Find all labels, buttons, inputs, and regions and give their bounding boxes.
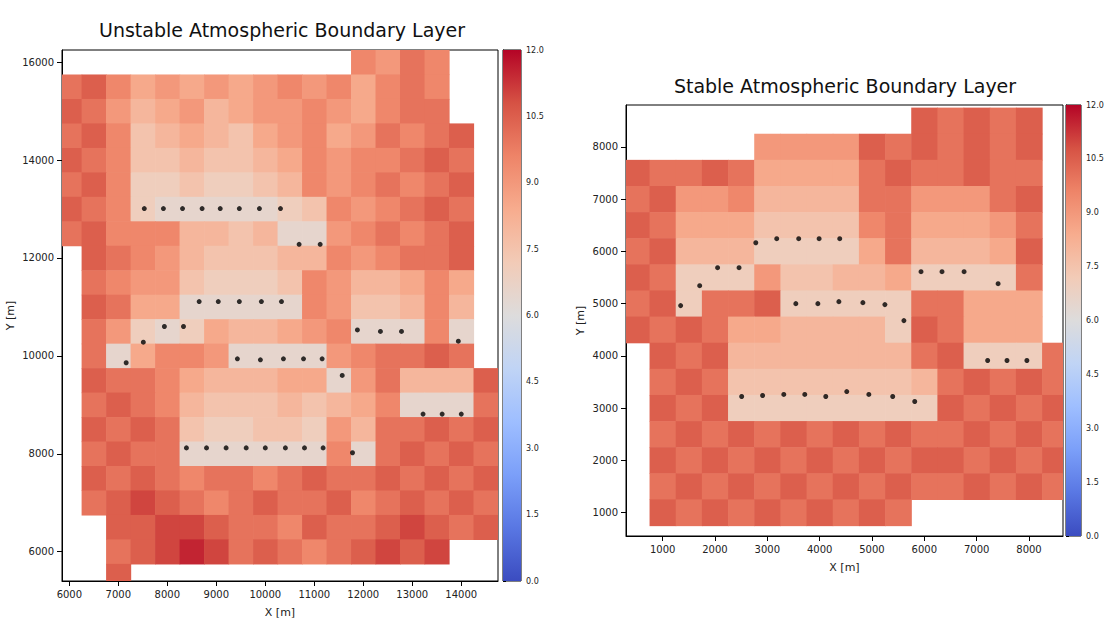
svg-text:16000: 16000 [22,57,54,68]
svg-text:8000: 8000 [29,448,54,459]
svg-text:10.5: 10.5 [526,112,544,121]
svg-text:11000: 11000 [298,589,330,600]
svg-text:8000: 8000 [155,589,180,600]
svg-text:6.0: 6.0 [526,311,539,320]
svg-text:7.5: 7.5 [1086,262,1099,271]
svg-text:3000: 3000 [593,403,618,414]
svg-text:10.5: 10.5 [1086,154,1104,163]
svg-text:1.5: 1.5 [526,510,539,519]
svg-text:4.5: 4.5 [1086,370,1099,379]
svg-text:13000: 13000 [396,589,428,600]
svg-text:6000: 6000 [57,589,82,600]
svg-text:2000: 2000 [593,455,618,466]
svg-text:9.0: 9.0 [526,178,539,187]
svg-text:6.0: 6.0 [1086,316,1099,325]
svg-text:7.5: 7.5 [526,245,539,254]
svg-text:8000: 8000 [593,141,618,152]
svg-text:1000: 1000 [650,544,675,555]
svg-text:4000: 4000 [807,544,832,555]
svg-text:10000: 10000 [22,350,54,361]
svg-text:X [m]: X [m] [265,606,295,619]
svg-text:4000: 4000 [593,350,618,361]
svg-text:7000: 7000 [964,544,989,555]
svg-text:0.0: 0.0 [1086,532,1099,541]
svg-text:5000: 5000 [593,298,618,309]
svg-text:3.0: 3.0 [526,444,539,453]
svg-text:2000: 2000 [702,544,727,555]
svg-text:8000: 8000 [1016,544,1041,555]
svg-text:7000: 7000 [593,194,618,205]
svg-text:Y [m]: Y [m] [4,301,17,332]
svg-text:12000: 12000 [347,589,379,600]
svg-text:6000: 6000 [912,544,937,555]
svg-text:14000: 14000 [22,155,54,166]
svg-text:7000: 7000 [106,589,131,600]
svg-text:Y [m]: Y [m] [574,306,587,337]
svg-text:3.0: 3.0 [1086,424,1099,433]
svg-text:X [m]: X [m] [829,561,859,574]
svg-text:3000: 3000 [755,544,780,555]
svg-text:12.0: 12.0 [1086,101,1104,110]
svg-text:9000: 9000 [204,589,229,600]
svg-text:Stable Atmospheric Boundary La: Stable Atmospheric Boundary Layer [674,75,1016,97]
svg-text:6000: 6000 [29,546,54,557]
svg-text:6000: 6000 [593,246,618,257]
svg-text:5000: 5000 [859,544,884,555]
svg-text:1000: 1000 [593,507,618,518]
svg-text:12000: 12000 [22,252,54,263]
svg-text:4.5: 4.5 [526,377,539,386]
svg-text:12.0: 12.0 [526,46,544,55]
svg-text:Unstable Atmospheric Boundary: Unstable Atmospheric Boundary Layer [99,19,465,41]
svg-text:9.0: 9.0 [1086,208,1099,217]
svg-text:10000: 10000 [249,589,281,600]
svg-text:1.5: 1.5 [1086,478,1099,487]
svg-text:14000: 14000 [445,589,477,600]
svg-text:0.0: 0.0 [526,577,539,586]
